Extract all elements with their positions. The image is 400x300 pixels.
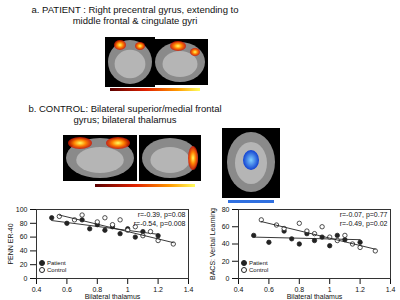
- svg-text:PENN ER-40: PENN ER-40: [7, 223, 14, 264]
- svg-text:100: 100: [16, 206, 28, 213]
- svg-text:60: 60: [20, 233, 28, 240]
- svg-text:20: 20: [222, 257, 230, 264]
- svg-text:0.6: 0.6: [62, 286, 72, 293]
- svg-text:1.4: 1.4: [184, 286, 194, 293]
- html-text:Control: Control: [249, 267, 269, 273]
- svg-text:r=-0.39, p=0.08: r=-0.39, p=0.08: [138, 211, 186, 219]
- svg-text:80: 80: [20, 220, 28, 227]
- svg-text:0: 0: [24, 275, 28, 282]
- svg-text:0.8: 0.8: [294, 286, 305, 294]
- svg-text:1: 1: [125, 286, 130, 294]
- svg-text:0.4: 0.4: [234, 286, 244, 293]
- svg-text:r=-0.54, p=0.008: r=-0.54, p=0.008: [134, 220, 186, 228]
- html-text:Control: Control: [47, 267, 67, 273]
- svg-text:20: 20: [20, 261, 28, 268]
- svg-text:Bilateral thalamus: Bilateral thalamus: [85, 293, 141, 300]
- svg-text:Bilateral thalamus: Bilateral thalamus: [287, 293, 343, 300]
- svg-text:r=-0.07, p=0.77: r=-0.07, p=0.77: [340, 211, 388, 219]
- svg-text:r=-0.49, p=0.02: r=-0.49, p=0.02: [340, 220, 388, 228]
- svg-text:0.4: 0.4: [32, 286, 42, 293]
- html-text:gyrus; bilateral thalamus: gyrus; bilateral thalamus: [73, 114, 177, 125]
- svg-text:40: 40: [222, 240, 230, 247]
- svg-text:1.4: 1.4: [386, 286, 396, 293]
- html-text:a. PATIENT : Right precentral: a. PATIENT : Right precentral gyrus, ext…: [31, 4, 239, 15]
- svg-text:40: 40: [20, 247, 28, 254]
- svg-text:1.2: 1.2: [355, 286, 365, 293]
- svg-text:0.8: 0.8: [92, 286, 103, 294]
- svg-text:1: 1: [327, 286, 332, 294]
- html-text:middle frontal & cingulate gyr: middle frontal & cingulate gyri: [72, 15, 198, 26]
- html-text:Patient: Patient: [249, 260, 268, 266]
- svg-text:60: 60: [222, 223, 230, 230]
- svg-text:0: 0: [226, 275, 230, 282]
- html-text:b. CONTROL: Bilateral superior: b. CONTROL: Bilateral superior/medial fr…: [28, 103, 222, 114]
- svg-text:1.2: 1.2: [153, 286, 163, 293]
- html-text:Patient: Patient: [47, 260, 66, 266]
- svg-text:BACS: Verbal Learning: BACS: Verbal Learning: [209, 208, 217, 280]
- svg-text:0.6: 0.6: [264, 286, 274, 293]
- svg-text:80: 80: [222, 206, 230, 213]
